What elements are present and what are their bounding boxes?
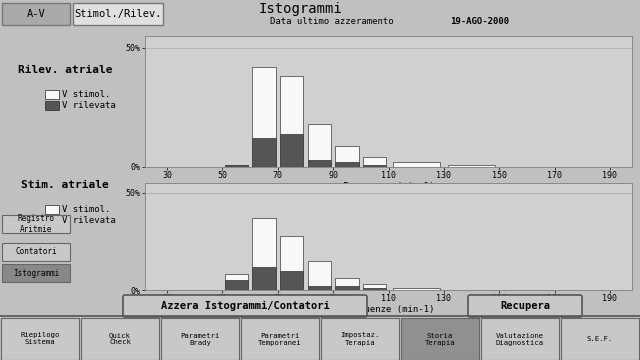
Text: Storia
Terapia: Storia Terapia: [425, 333, 455, 346]
Bar: [45, 90, 59, 99]
Text: Parametri
Brady: Parametri Brady: [180, 333, 220, 346]
Bar: [252, 138, 276, 167]
Text: Recupera: Recupera: [500, 301, 550, 311]
Bar: [2, 215, 70, 233]
Bar: [2, 243, 70, 261]
Text: Azzera Istogrammi/Contatori: Azzera Istogrammi/Contatori: [161, 301, 330, 311]
Bar: [401, 318, 479, 360]
Text: Valutazione
Diagnostica: Valutazione Diagnostica: [496, 333, 544, 346]
Text: Istogrammi: Istogrammi: [13, 269, 59, 278]
Bar: [363, 157, 387, 167]
Bar: [308, 261, 331, 290]
Bar: [280, 271, 303, 290]
Text: V stimol.: V stimol.: [62, 90, 110, 99]
Bar: [393, 288, 440, 290]
Bar: [161, 318, 239, 360]
Text: Riepilogo
Sistema: Riepilogo Sistema: [20, 333, 60, 346]
Bar: [308, 160, 331, 167]
Bar: [225, 165, 248, 167]
Text: V rilevata: V rilevata: [62, 216, 116, 225]
Text: V rilevata: V rilevata: [62, 101, 116, 110]
Bar: [280, 235, 303, 290]
Text: Registro
Aritmie: Registro Aritmie: [17, 214, 54, 234]
Text: V stimol.: V stimol.: [62, 205, 110, 214]
Bar: [252, 67, 276, 167]
Bar: [241, 318, 319, 360]
Bar: [225, 280, 248, 290]
Bar: [280, 134, 303, 167]
Bar: [73, 3, 163, 25]
Bar: [393, 162, 440, 167]
Bar: [561, 318, 639, 360]
FancyBboxPatch shape: [468, 295, 582, 317]
Bar: [252, 218, 276, 290]
Bar: [45, 216, 59, 225]
Bar: [1, 318, 79, 360]
Bar: [252, 267, 276, 290]
FancyBboxPatch shape: [123, 295, 367, 317]
Text: Stim. atriale: Stim. atriale: [21, 180, 109, 190]
Bar: [321, 318, 399, 360]
Bar: [335, 145, 359, 167]
Bar: [308, 124, 331, 167]
Bar: [45, 205, 59, 214]
Text: Istogrammi: Istogrammi: [258, 2, 342, 16]
Bar: [335, 286, 359, 290]
Bar: [225, 165, 248, 167]
Text: Stimol./Rilev.: Stimol./Rilev.: [74, 9, 162, 19]
Bar: [363, 284, 387, 290]
Text: Contatori: Contatori: [15, 248, 57, 256]
Bar: [225, 274, 248, 290]
Text: A-V: A-V: [27, 9, 45, 19]
X-axis label: Frequenze (min-1): Frequenze (min-1): [343, 305, 434, 314]
X-axis label: Frequenze (min-1): Frequenze (min-1): [343, 181, 434, 190]
Text: Parametri
Temporanei: Parametri Temporanei: [258, 333, 302, 346]
Bar: [81, 318, 159, 360]
Text: Rilev. atriale: Rilev. atriale: [18, 65, 112, 75]
Bar: [363, 165, 387, 167]
Text: Data ultimo azzeramento: Data ultimo azzeramento: [270, 17, 404, 26]
Bar: [363, 288, 387, 290]
Text: 19-AGO-2000: 19-AGO-2000: [450, 17, 509, 26]
Text: S.E.F.: S.E.F.: [587, 336, 613, 342]
Bar: [335, 278, 359, 290]
Bar: [280, 76, 303, 167]
Bar: [45, 101, 59, 110]
Bar: [448, 165, 495, 167]
Bar: [308, 286, 331, 290]
Bar: [2, 3, 70, 25]
Bar: [2, 264, 70, 282]
Bar: [481, 318, 559, 360]
Text: Impostaz.
Terapia: Impostaz. Terapia: [340, 333, 380, 346]
Text: Quick
Check: Quick Check: [109, 333, 131, 346]
Bar: [335, 162, 359, 167]
